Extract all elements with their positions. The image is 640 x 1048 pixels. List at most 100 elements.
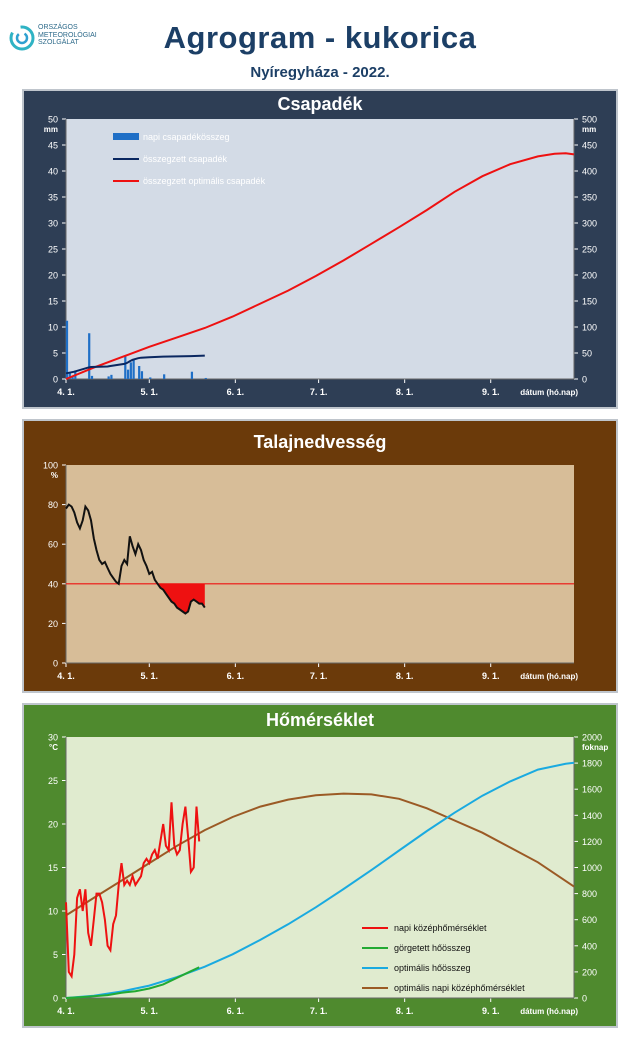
x-tick-label: 5. 1.: [141, 671, 159, 681]
x-tick-label: 8. 1.: [396, 1006, 414, 1016]
plot-area: [66, 465, 574, 663]
y2-tick-label: 50: [582, 349, 592, 359]
y2-unit-label: mm: [582, 125, 596, 134]
y-tick-label: 10: [48, 323, 58, 333]
logo-text: ORSZÁGOS METEOROLÓGIAI SZOLGÁLAT: [38, 24, 97, 47]
y-tick-label: 30: [48, 733, 58, 743]
page-subtitle: Nyíregyháza - 2022.: [250, 64, 390, 81]
y2-tick-label: 400: [582, 941, 597, 951]
logo-line: ORSZÁGOS: [38, 24, 78, 31]
soil-moisture-line: [65, 503, 206, 615]
precip-bar: [90, 375, 94, 379]
x-tick-label: 8. 1.: [396, 671, 414, 681]
legend-label: optimális hőösszeg: [394, 963, 471, 973]
y-tick-label: 5: [53, 349, 58, 359]
y-tick-label: 45: [48, 141, 58, 151]
x-axis-label: dátum (hó.nap): [520, 388, 578, 397]
x-axis-label: dátum (hó.nap): [520, 672, 578, 681]
y-tick-label: 40: [48, 167, 58, 177]
y-tick-label: 0: [53, 659, 58, 669]
y-tick-label: 25: [48, 245, 58, 255]
y-tick-label: 5: [53, 950, 58, 960]
x-tick-label: 4. 1.: [57, 387, 75, 397]
y2-tick-label: 2000: [582, 733, 602, 743]
y-tick-label: 100: [43, 461, 58, 471]
y-tick-label: 15: [48, 297, 58, 307]
precip-bar: [68, 372, 71, 379]
logo-line: SZOLGÁLAT: [38, 39, 79, 46]
chart-title: Hőmérséklet: [266, 710, 374, 730]
precip-bar: [138, 366, 141, 379]
y2-tick-label: 350: [582, 193, 597, 203]
moisture-deficit-area: [66, 583, 205, 614]
x-tick-label: 5. 1.: [141, 387, 159, 397]
omsz-logo: [9, 25, 35, 51]
y-unit-label: °C: [49, 743, 58, 752]
y-unit-label: %: [51, 471, 58, 480]
x-tick-label: 7. 1.: [310, 671, 328, 681]
precip-bar: [163, 374, 166, 379]
precip-bar: [149, 377, 152, 379]
x-axis-label: dátum (hó.nap): [520, 1007, 578, 1016]
y2-tick-label: 300: [582, 219, 597, 229]
legend-swatch-daily: [113, 133, 139, 140]
x-tick-label: 6. 1.: [227, 671, 245, 681]
x-tick-label: 4. 1.: [57, 1006, 75, 1016]
y2-tick-label: 0: [582, 994, 587, 1004]
x-tick-label: 7. 1.: [310, 387, 328, 397]
precip-bar: [65, 320, 69, 379]
page-title: Agrogram - kukorica: [163, 20, 477, 55]
legend-label: napi csapadékösszeg: [143, 132, 230, 142]
y2-tick-label: 400: [582, 167, 597, 177]
y2-tick-label: 1000: [582, 863, 602, 873]
optimal-precip-line: [65, 152, 575, 380]
y2-tick-label: 1600: [582, 785, 602, 795]
y-tick-label: 0: [53, 994, 58, 1004]
precip-bar: [107, 376, 110, 379]
plot-area: [66, 119, 574, 379]
y2-tick-label: 800: [582, 889, 597, 899]
logo-line: METEOROLÓGIAI: [38, 31, 97, 39]
y2-tick-label: 1200: [582, 837, 602, 847]
cumulative-precip-line: [65, 354, 205, 375]
y-tick-label: 60: [48, 540, 58, 550]
precip-bar: [71, 376, 74, 379]
chart-title: Talajnedvesség: [254, 432, 387, 452]
y-tick-label: 25: [48, 776, 58, 786]
y-tick-label: 50: [48, 115, 58, 125]
x-tick-label: 9. 1.: [482, 1006, 500, 1016]
y2-tick-label: 1400: [582, 811, 602, 821]
precip-bar: [204, 377, 207, 379]
x-tick-label: 9. 1.: [482, 671, 500, 681]
precip-bar: [140, 371, 144, 379]
precip-bar: [124, 355, 127, 379]
y2-tick-label: 450: [582, 141, 597, 151]
x-tick-label: 6. 1.: [227, 1006, 245, 1016]
y2-tick-label: 200: [582, 271, 597, 281]
chart-title: Csapadék: [277, 94, 363, 114]
legend-label: napi középhőmérséklet: [394, 923, 487, 933]
x-tick-label: 5. 1.: [141, 1006, 159, 1016]
legend-label: összegzett csapadék: [143, 154, 228, 164]
precip-bar: [190, 371, 194, 379]
precip-bar: [126, 369, 130, 379]
x-tick-label: 6. 1.: [227, 387, 245, 397]
precip-bar: [132, 359, 135, 379]
y2-tick-label: 500: [582, 115, 597, 125]
x-tick-label: 4. 1.: [57, 671, 75, 681]
y2-tick-label: 200: [582, 967, 597, 977]
x-tick-label: 8. 1.: [396, 387, 414, 397]
optimal-heatsum-line: [65, 761, 575, 999]
precip-bar: [129, 362, 132, 379]
y-tick-label: 30: [48, 219, 58, 229]
y2-unit-label: foknap: [582, 743, 608, 752]
x-tick-label: 7. 1.: [310, 1006, 328, 1016]
daily-temp-line: [65, 802, 201, 980]
y2-tick-label: 100: [582, 323, 597, 333]
y2-tick-label: 0: [582, 375, 587, 385]
y2-tick-label: 1800: [582, 759, 602, 769]
x-tick-label: 9. 1.: [482, 387, 500, 397]
y-tick-label: 20: [48, 271, 58, 281]
y-unit-label: mm: [44, 125, 58, 134]
y2-tick-label: 150: [582, 297, 597, 307]
